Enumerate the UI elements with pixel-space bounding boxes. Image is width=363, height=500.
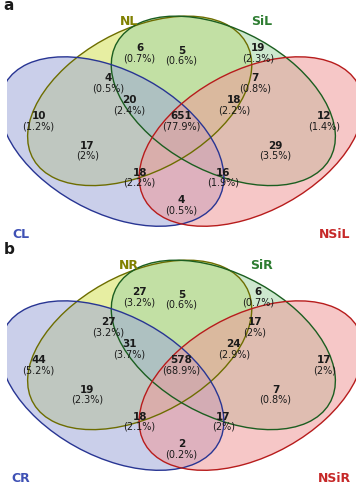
Text: (77.9%): (77.9%): [162, 122, 201, 132]
Text: (2%): (2%): [76, 151, 99, 161]
Text: 20: 20: [122, 96, 136, 106]
Text: (2.9%): (2.9%): [218, 350, 250, 360]
Text: 17: 17: [247, 317, 262, 327]
Text: 44: 44: [31, 355, 46, 365]
Text: (0.2%): (0.2%): [166, 449, 197, 459]
Text: 19: 19: [251, 44, 265, 54]
Text: (2%): (2%): [212, 422, 235, 432]
Text: (2.2%): (2.2%): [218, 106, 250, 116]
Text: 27: 27: [101, 317, 116, 327]
Text: b: b: [4, 242, 15, 257]
Text: (1.9%): (1.9%): [207, 178, 239, 188]
Ellipse shape: [139, 301, 363, 470]
Text: 4: 4: [105, 73, 112, 83]
Text: 17: 17: [317, 355, 332, 365]
Ellipse shape: [139, 57, 363, 226]
Text: CL: CL: [13, 228, 30, 240]
Text: (0.6%): (0.6%): [166, 300, 197, 310]
Text: 27: 27: [132, 288, 147, 298]
Text: (2.2%): (2.2%): [123, 178, 156, 188]
Text: (3.5%): (3.5%): [260, 151, 291, 161]
Text: 18: 18: [227, 96, 241, 106]
Text: (5.2%): (5.2%): [23, 366, 55, 376]
Text: SiL: SiL: [251, 16, 272, 28]
Text: 24: 24: [227, 340, 241, 349]
Text: 18: 18: [132, 412, 147, 422]
Text: (68.9%): (68.9%): [162, 366, 201, 376]
Text: NSiR: NSiR: [318, 472, 351, 484]
Ellipse shape: [111, 260, 335, 430]
Ellipse shape: [28, 260, 252, 430]
Ellipse shape: [0, 301, 224, 470]
Ellipse shape: [28, 16, 252, 185]
Text: (2.4%): (2.4%): [113, 106, 145, 116]
Text: 5: 5: [178, 290, 185, 300]
Text: NL: NL: [120, 16, 138, 28]
Text: (0.7%): (0.7%): [242, 298, 274, 308]
Text: 10: 10: [31, 111, 46, 121]
Ellipse shape: [0, 57, 224, 226]
Text: 2: 2: [178, 439, 185, 449]
Text: (3.2%): (3.2%): [92, 327, 125, 337]
Text: (2%): (2%): [243, 327, 266, 337]
Text: (0.7%): (0.7%): [124, 54, 156, 64]
Text: (0.5%): (0.5%): [166, 205, 197, 215]
Text: 6: 6: [254, 288, 262, 298]
Text: CR: CR: [12, 472, 30, 484]
Text: 5: 5: [178, 46, 185, 56]
Text: (3.7%): (3.7%): [113, 350, 145, 360]
Text: 7: 7: [272, 384, 279, 394]
Text: 18: 18: [132, 168, 147, 177]
Text: 29: 29: [268, 140, 283, 150]
Text: 7: 7: [251, 73, 258, 83]
Text: (0.8%): (0.8%): [239, 83, 271, 93]
Text: a: a: [4, 0, 14, 12]
Text: (2.3%): (2.3%): [72, 395, 103, 405]
Text: (0.5%): (0.5%): [92, 83, 125, 93]
Text: 16: 16: [216, 168, 231, 177]
Text: 6: 6: [136, 44, 143, 54]
Text: 17: 17: [216, 412, 231, 422]
Text: (0.8%): (0.8%): [260, 395, 291, 405]
Text: 19: 19: [80, 384, 95, 394]
Text: 12: 12: [317, 111, 332, 121]
Text: (2.3%): (2.3%): [242, 54, 274, 64]
Text: (1.2%): (1.2%): [23, 122, 55, 132]
Text: (0.6%): (0.6%): [166, 56, 197, 66]
Ellipse shape: [111, 16, 335, 185]
Text: 578: 578: [171, 355, 192, 365]
Text: (2.1%): (2.1%): [124, 422, 156, 432]
Text: 31: 31: [122, 340, 136, 349]
Text: 651: 651: [171, 111, 192, 121]
Text: 17: 17: [80, 140, 95, 150]
Text: 4: 4: [178, 195, 185, 205]
Text: (1.4%): (1.4%): [309, 122, 340, 132]
Text: SiR: SiR: [250, 260, 273, 272]
Text: (2%): (2%): [313, 366, 336, 376]
Text: NR: NR: [119, 260, 139, 272]
Text: NSiL: NSiL: [319, 228, 351, 240]
Text: (3.2%): (3.2%): [124, 298, 156, 308]
